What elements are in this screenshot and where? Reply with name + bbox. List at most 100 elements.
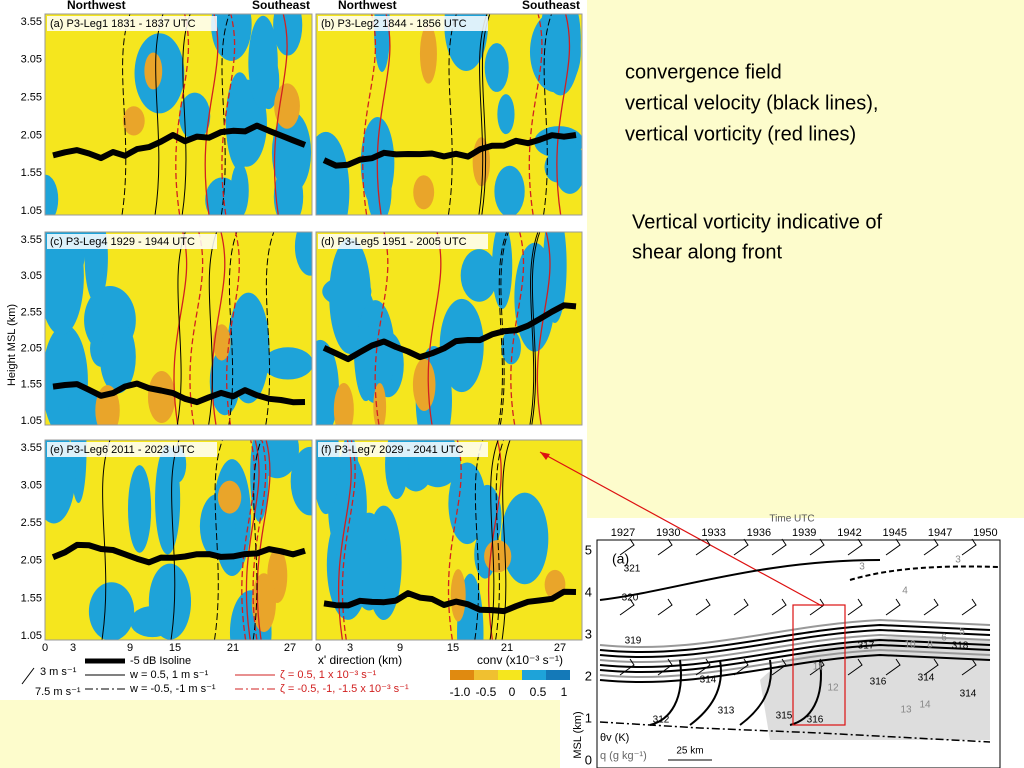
- y-tick-label: 3.55: [21, 16, 42, 28]
- contour-label: 318: [952, 641, 969, 652]
- convergence-blob: [45, 232, 84, 336]
- convergence-blob: [84, 232, 108, 304]
- vorticity-contour: [175, 14, 190, 215]
- convergence-blob: [316, 131, 350, 215]
- highlight-box: [792, 604, 846, 726]
- contour-label: 316: [807, 715, 824, 726]
- wind-barb: [961, 598, 977, 616]
- panel: [45, 232, 312, 425]
- vorticity-contour: [487, 440, 502, 640]
- inset-y-tick: 5: [585, 542, 592, 557]
- convergence-blob: [88, 582, 135, 640]
- y-tick-label: 2.55: [21, 92, 42, 104]
- contour-label: 11: [813, 662, 824, 673]
- contour-label: 314: [960, 689, 977, 700]
- convergence-blob: [501, 492, 549, 585]
- panel: [316, 440, 582, 640]
- wind-barb: [657, 598, 673, 616]
- convergence-blob: [450, 569, 466, 622]
- colorbar-tick: 0.5: [530, 685, 547, 699]
- convergence-blob: [473, 484, 502, 551]
- caption-line: vertical vorticity (red lines): [625, 123, 856, 145]
- panel: [45, 440, 312, 640]
- wind-barb: [619, 658, 635, 676]
- x-tick-label: 3: [347, 642, 353, 654]
- convergence-blob: [68, 390, 103, 425]
- inset-y-tick: 3: [585, 626, 592, 641]
- wind-barb: [733, 658, 749, 676]
- y-tick-label: 3.55: [21, 234, 42, 246]
- convergence-blob: [494, 165, 525, 215]
- direction-header: Southeast: [252, 0, 310, 12]
- theta-contour: [849, 565, 1001, 581]
- wind-barb: [771, 598, 787, 616]
- convergence-blob: [99, 320, 136, 394]
- wind-barb: [809, 658, 825, 676]
- velocity-contour: [220, 14, 230, 215]
- convergence-blob: [274, 83, 300, 129]
- y-tick-label: 2.05: [21, 343, 42, 355]
- panel-title: (d) P3-Leg5 1951 - 2005 UTC: [321, 236, 467, 248]
- convergence-blob: [290, 446, 312, 516]
- wind-barb: [695, 538, 711, 556]
- wind-barb: [961, 658, 977, 676]
- convergence-blob: [439, 298, 484, 393]
- inset-panel-label: (a): [612, 551, 629, 567]
- panel-title-bg: [318, 16, 488, 31]
- contour-label: 313: [718, 706, 735, 717]
- convergence-blob: [211, 14, 252, 61]
- velocity-contour: [481, 14, 491, 215]
- y-tick-label: 3.05: [21, 270, 42, 282]
- isoline: [322, 132, 577, 169]
- convergence-blob: [540, 14, 581, 96]
- convergence-blob: [262, 347, 312, 380]
- theta-contour: [789, 659, 822, 726]
- inset-y-tick: 2: [585, 668, 592, 683]
- legend-arrow: [21, 667, 35, 685]
- panel-title: (a) P3-Leg1 1831 - 1837 UTC: [50, 18, 196, 30]
- panel-frame: [315, 13, 583, 216]
- panel-title: (f) P3-Leg7 2029 - 2041 UTC: [321, 444, 464, 456]
- wind-barb: [961, 538, 977, 556]
- inset-time-tick: 1927: [611, 527, 635, 539]
- colorbar-tick: -0.5: [476, 685, 497, 699]
- colorbar-tick: 1: [561, 685, 568, 699]
- convergence-blob: [212, 324, 231, 361]
- inset-time-tick: 1942: [837, 527, 861, 539]
- contour-label: 10: [904, 640, 916, 651]
- contour-label: 5: [959, 627, 965, 638]
- convergence-blob: [355, 300, 395, 404]
- panel-frame: [44, 439, 313, 641]
- inset-time-tick: 1947: [928, 527, 952, 539]
- panel-title-bg: [318, 442, 488, 457]
- convergence-blob: [316, 440, 340, 515]
- annotation-arrowhead: [540, 452, 550, 460]
- y-tick-label: 1.55: [21, 379, 42, 391]
- y-tick-label: 2.05: [21, 555, 42, 567]
- colorbar-cell: [522, 670, 546, 680]
- panel-frame: [44, 231, 313, 426]
- x-tick-label: 15: [447, 642, 459, 654]
- wind-barb: [619, 598, 635, 616]
- inset-time-tick: 1945: [883, 527, 907, 539]
- isoline: [322, 302, 577, 363]
- theta-contour: [739, 659, 772, 726]
- velocity-contour: [478, 14, 488, 215]
- theta-contour: [599, 648, 991, 678]
- convergence-blob: [155, 445, 181, 555]
- contour-label: 321: [624, 564, 641, 575]
- velocity-contour: [498, 232, 508, 425]
- x-tick-label: 3: [70, 642, 76, 654]
- contour-label: 12: [827, 683, 839, 694]
- vorticity-contour: [556, 14, 571, 215]
- direction-header: Southeast: [522, 0, 580, 12]
- y-tick-label: 1.05: [21, 205, 42, 217]
- velocity-contour: [447, 14, 457, 215]
- contour-label: 314: [700, 675, 717, 686]
- isoline: [51, 541, 306, 566]
- convergence-blob: [127, 465, 152, 553]
- inset-y-label: MSL (km): [572, 711, 584, 758]
- y-tick-label: 2.05: [21, 129, 42, 141]
